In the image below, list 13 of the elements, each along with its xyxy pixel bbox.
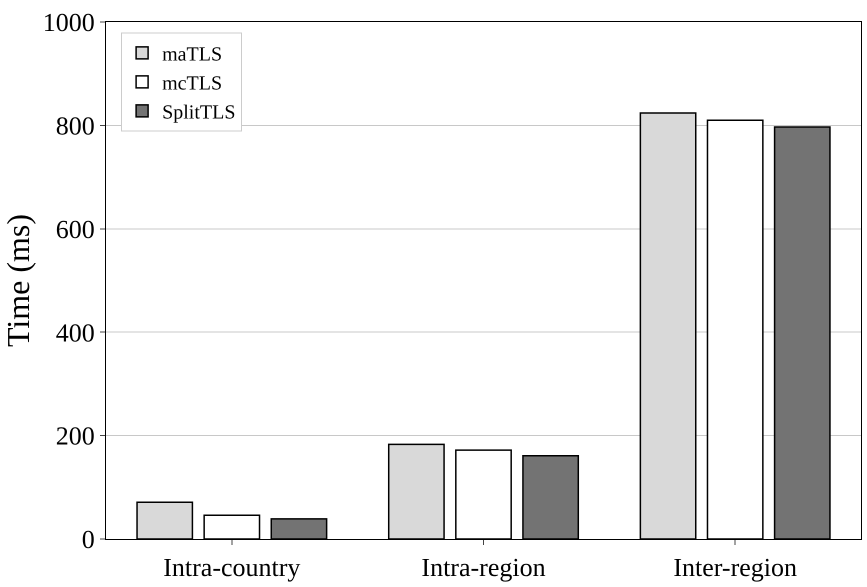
x-tick-label: Intra-region [421,553,546,582]
y-tick-label: 800 [56,112,95,140]
y-tick-label: 200 [56,422,95,451]
y-tick-label: 600 [56,214,95,244]
x-tick-label: Inter-region [673,553,797,582]
y-tick-label: 1000 [42,8,95,38]
y-axis-title: Time (ms) [0,214,36,348]
y-tick-label: 400 [56,318,95,348]
y-tick-label: 0 [82,525,95,554]
legend-label: mcTLS [162,72,222,95]
legend-label: maTLS [162,44,222,66]
legend-label: SplitTLS [162,102,236,124]
x-tick-label: Intra-country [163,553,300,582]
